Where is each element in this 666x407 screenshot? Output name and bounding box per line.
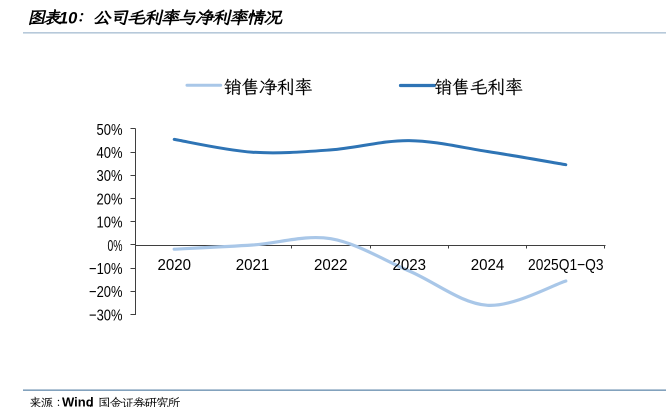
svg-text:−30%: −30% [89,307,123,324]
svg-text:Wind: Wind [62,395,94,407]
svg-text:2022: 2022 [314,257,348,274]
svg-text:40%: 40% [97,145,123,162]
svg-text:10: 10 [59,9,78,27]
svg-text:2024: 2024 [471,257,505,274]
svg-text:−10%: −10% [89,261,123,278]
svg-text:50%: 50% [97,122,123,139]
svg-text:20%: 20% [97,191,123,208]
svg-text:−20%: −20% [89,284,123,301]
svg-text:30%: 30% [97,168,123,185]
svg-text:10%: 10% [97,215,123,232]
svg-text:2021: 2021 [236,257,270,274]
svg-text:2023: 2023 [392,257,426,274]
svg-text:2025Q1−Q3: 2025Q1−Q3 [528,257,604,274]
svg-text:0%: 0% [108,238,123,255]
svg-text:2020: 2020 [157,257,191,274]
